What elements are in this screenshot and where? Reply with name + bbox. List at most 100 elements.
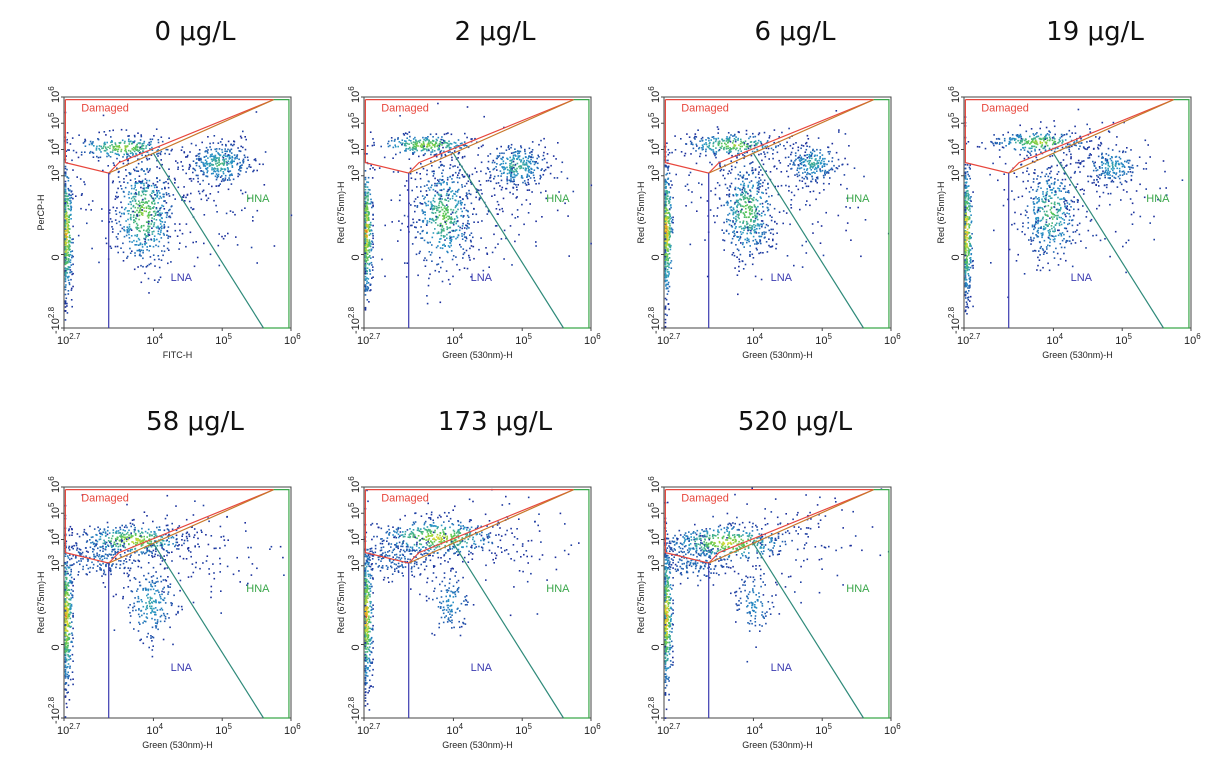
event-point (690, 244, 692, 246)
event-point (865, 219, 867, 221)
event-point (508, 180, 510, 182)
event-point (65, 183, 67, 185)
event-point (507, 183, 509, 185)
event-point (473, 258, 475, 260)
event-point (370, 257, 372, 259)
event-point (738, 270, 740, 272)
event-point (71, 197, 73, 199)
event-point (502, 166, 504, 168)
event-point (215, 159, 217, 161)
event-point (432, 140, 434, 142)
event-point (151, 185, 153, 187)
event-point (204, 156, 206, 158)
event-point (139, 244, 141, 246)
event-point (752, 173, 754, 175)
event-point (207, 149, 209, 151)
event-point (518, 166, 520, 168)
event-point (452, 222, 454, 224)
event-point (430, 141, 432, 143)
event-point (429, 221, 431, 223)
event-point (415, 237, 417, 239)
event-point (131, 143, 133, 145)
event-point (436, 140, 438, 142)
event-point (568, 255, 570, 257)
event-point (439, 145, 441, 147)
event-point (732, 220, 734, 222)
event-point (730, 141, 732, 143)
event-point (532, 172, 534, 174)
event-point (518, 234, 520, 236)
event-point (453, 181, 455, 183)
event-point (106, 142, 108, 144)
event-point (557, 210, 559, 212)
event-point (116, 192, 118, 194)
event-point (526, 184, 528, 186)
event-point (71, 289, 73, 291)
event-point (372, 235, 374, 237)
event-point (669, 228, 671, 230)
event-point (196, 175, 198, 177)
event-point (506, 149, 508, 151)
event-point (752, 264, 754, 266)
event-point (743, 220, 745, 222)
event-point (244, 207, 246, 209)
x-tick-exp: 2.7 (69, 332, 81, 341)
event-point (148, 208, 150, 210)
event-point (121, 213, 123, 215)
event-point (719, 164, 721, 166)
event-point (731, 155, 733, 157)
event-point (828, 161, 830, 163)
event-point (446, 270, 448, 272)
event-point (174, 179, 176, 181)
event-point (797, 167, 799, 169)
event-point (138, 180, 140, 182)
event-point (153, 135, 155, 137)
event-point (368, 217, 370, 219)
event-point (749, 255, 751, 257)
event-point (736, 162, 738, 164)
event-point (391, 199, 393, 201)
event-point (493, 178, 495, 180)
event-point (70, 203, 72, 205)
event-point (436, 208, 438, 210)
event-point (441, 144, 443, 146)
event-point (753, 257, 755, 259)
event-point (774, 165, 776, 167)
event-point (758, 253, 760, 255)
event-point (454, 142, 456, 144)
event-point (515, 151, 517, 153)
event-point (160, 159, 162, 161)
event-point (72, 286, 74, 288)
event-point (439, 143, 441, 145)
x-axis-label: Green (530nm)-H (742, 350, 813, 360)
event-point (182, 233, 184, 235)
event-point (494, 168, 496, 170)
event-point (517, 155, 519, 157)
event-point (820, 149, 822, 151)
event-point (128, 139, 130, 141)
event-point (513, 167, 515, 169)
event-point (133, 240, 135, 242)
event-point (788, 128, 790, 130)
event-point (758, 154, 760, 156)
event-point (136, 144, 138, 146)
hna-boundary (153, 153, 263, 328)
event-point (124, 150, 126, 152)
event-point (462, 186, 464, 188)
event-point (494, 176, 496, 178)
event-point (222, 168, 224, 170)
event-point (143, 207, 145, 209)
event-point (719, 197, 721, 199)
event-point (415, 149, 417, 151)
event-point (126, 175, 128, 177)
event-point (537, 168, 539, 170)
event-point (140, 255, 142, 257)
event-point (142, 199, 144, 201)
event-point (68, 194, 70, 196)
event-point (370, 289, 372, 291)
event-point (744, 195, 746, 197)
event-point (672, 217, 674, 219)
event-point (443, 181, 445, 183)
event-point (793, 265, 795, 267)
event-point (157, 153, 159, 155)
